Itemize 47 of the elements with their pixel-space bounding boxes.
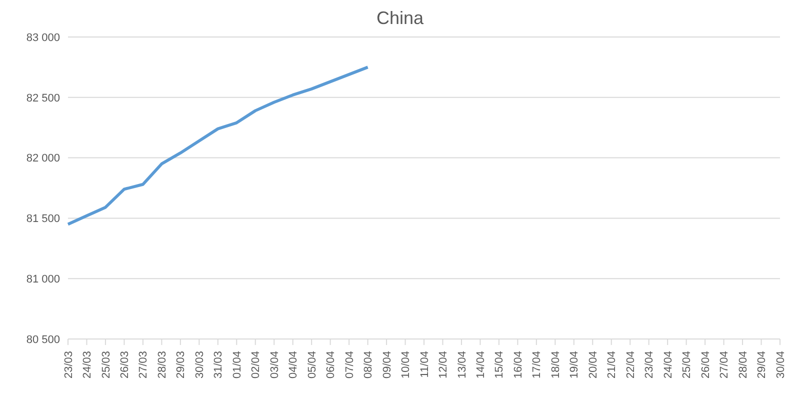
line-series xyxy=(66,66,370,226)
x-tick-label: 21/04 xyxy=(606,351,618,379)
x-tick-label: 28/03 xyxy=(156,351,168,379)
y-tick-label: 83 000 xyxy=(26,32,60,44)
x-tick-label: 27/04 xyxy=(718,351,731,379)
x-tick-label: 31/03 xyxy=(212,351,225,379)
x-tick-label: 08/04 xyxy=(362,351,375,379)
x-tick-label: 19/04 xyxy=(568,351,581,379)
x-tick-label: 03/04 xyxy=(268,351,281,379)
x-tick-label: 30/04 xyxy=(774,351,787,379)
x-tick-label: 18/04 xyxy=(550,351,562,379)
y-tick-label: 82 000 xyxy=(26,152,60,165)
x-tick-label: 12/04 xyxy=(438,351,450,379)
x-tick-label: 27/03 xyxy=(138,351,150,379)
x-tick-label: 20/04 xyxy=(587,351,600,379)
x-tick-label: 25/03 xyxy=(100,351,112,379)
x-tick-label: 11/04 xyxy=(418,351,431,378)
x-tick-label: 29/04 xyxy=(756,351,768,379)
x-tick-label: 28/04 xyxy=(737,351,750,379)
x-tick-label: 10/04 xyxy=(400,351,412,379)
x-tick-label: 26/03 xyxy=(119,351,132,379)
y-tick-label: 81 500 xyxy=(26,213,60,226)
y-tick-label: 81 000 xyxy=(26,274,60,286)
x-tick-label: 29/03 xyxy=(175,351,188,379)
x-tick-label: 23/04 xyxy=(644,351,656,379)
x-tick-label: 30/03 xyxy=(194,351,206,379)
x-tick-label: 26/04 xyxy=(700,351,712,379)
x-tick-label: 25/04 xyxy=(681,351,694,379)
y-tick-label: 80 500 xyxy=(26,334,60,346)
y-tick-label: 82 500 xyxy=(26,92,60,104)
x-tick-label: 02/04 xyxy=(250,351,262,379)
x-tick-label: 14/04 xyxy=(475,351,488,379)
x-tick-label: 13/04 xyxy=(456,351,468,379)
x-tick-label: 09/04 xyxy=(381,351,394,379)
x-tick-label: 24/04 xyxy=(662,351,674,379)
x-tick-label: 15/04 xyxy=(494,351,506,379)
x-tick-label: 16/04 xyxy=(512,351,524,379)
x-tick-label: 22/04 xyxy=(624,351,637,379)
x-tick-label: 07/04 xyxy=(344,351,356,379)
chart-title: China xyxy=(375,8,425,29)
x-tick-label: 17/04 xyxy=(531,351,544,379)
x-tick-label: 01/04 xyxy=(231,351,244,379)
x-tick-label: 06/04 xyxy=(325,351,338,379)
x-tick-label: 04/04 xyxy=(288,351,300,379)
x-tick-label: 23/03 xyxy=(62,351,75,379)
x-tick-label: 05/04 xyxy=(306,351,318,379)
x-tick-label: 24/03 xyxy=(82,351,94,379)
